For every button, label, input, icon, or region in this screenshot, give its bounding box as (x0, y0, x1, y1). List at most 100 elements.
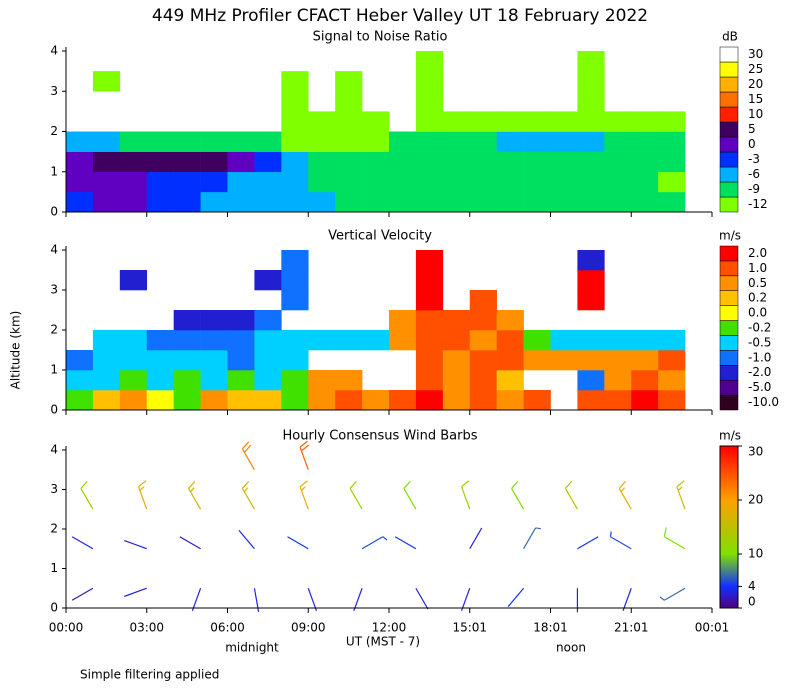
colorbar-box (719, 61, 739, 78)
y-tick-label: 1 (50, 164, 58, 178)
heatmap-cell (335, 370, 363, 391)
heatmap-cell (281, 191, 309, 213)
heatmap-cell (281, 171, 309, 193)
heatmap-cell (362, 171, 390, 193)
heatmap-cell (415, 390, 444, 411)
heatmap-cell (308, 111, 336, 132)
heatmap-cell (119, 270, 148, 291)
heatmap-cell (415, 191, 444, 213)
wind-barb (137, 480, 148, 510)
heatmap-cell (335, 91, 363, 112)
wind-barb (460, 480, 471, 510)
heatmap-cell (119, 390, 148, 411)
heatmap-cell (577, 270, 605, 291)
wind-barb (523, 527, 541, 550)
colorbar-box (719, 91, 739, 108)
heatmap-cell (173, 350, 201, 371)
wind-barb (238, 529, 255, 550)
heatmap-cell (227, 151, 255, 173)
heatmap-cell (92, 71, 121, 92)
heatmap-cell (658, 191, 686, 213)
colorbar-box (719, 305, 739, 321)
heatmap-cell (577, 111, 605, 132)
colorbar-label: 20 (748, 493, 763, 507)
heatmap-cell (146, 330, 174, 351)
heatmap-cell (523, 151, 551, 173)
heatmap-cell (173, 330, 201, 351)
heatmap-cell (308, 131, 336, 152)
heatmap-cell (227, 350, 255, 371)
heatmap-cell (604, 191, 632, 213)
wind-barb (564, 480, 578, 510)
heatmap-cell (173, 310, 201, 331)
colorbar-box (719, 335, 739, 351)
heatmap-cell (604, 330, 632, 351)
heatmap-cell (92, 131, 121, 152)
heatmap-cell (308, 191, 336, 213)
wind-barb (622, 588, 632, 612)
heatmap-cell (335, 131, 363, 152)
y-tick-label: 3 (50, 84, 58, 98)
heatmap-cell (254, 151, 282, 173)
heatmap-cell (227, 131, 255, 152)
x-tick-label: 09:00 (291, 621, 326, 635)
heatmap-cell (523, 191, 551, 213)
heatmap-cell (550, 111, 578, 132)
wind-barb (507, 587, 525, 608)
heatmap-cell (335, 191, 363, 213)
heatmap-cell (442, 171, 471, 193)
heatmap-cell (308, 370, 336, 391)
wind-barb (511, 480, 525, 510)
heatmap-cell (442, 310, 471, 331)
wind-barb (659, 587, 686, 601)
heatmap-cell (362, 191, 390, 213)
heatmap-cell (389, 390, 417, 411)
wind-barb (241, 480, 255, 510)
colorbar-label: 20 (748, 77, 763, 91)
heatmap-cell (496, 171, 524, 193)
heatmap-cell (550, 350, 578, 371)
heatmap-cell (496, 151, 524, 173)
heatmap-cell (442, 370, 471, 391)
heatmap-cell (550, 171, 578, 193)
heatmap-cell (92, 151, 121, 173)
heatmap-cell (281, 330, 309, 351)
wind-barb (123, 587, 147, 598)
heatmap-cell (523, 111, 551, 132)
heatmap-cell (415, 270, 444, 291)
colorbar-box (719, 46, 739, 63)
heatmap-cell (577, 250, 605, 271)
colorbar-label: 2.0 (748, 246, 767, 260)
wind-barb (403, 480, 417, 510)
heatmap-cell (550, 330, 578, 351)
heatmap-cell (362, 151, 390, 173)
colorbar-label: 10 (748, 107, 763, 121)
panel-title: Signal to Noise Ratio (313, 30, 448, 45)
heatmap-cell (227, 390, 255, 411)
heatmap-cell (415, 250, 444, 271)
heatmap-cell (146, 350, 174, 371)
heatmap-cell (389, 191, 417, 213)
heatmap-cell (119, 191, 148, 213)
heatmap-cell (146, 171, 174, 193)
heatmap-cell (335, 111, 363, 132)
colorbar-label: 15 (748, 92, 763, 106)
colorbar-label: 10 (748, 547, 763, 561)
y-tick-label: 4 (50, 44, 58, 58)
heatmap-cell (146, 151, 174, 173)
heatmap-cell (415, 350, 444, 371)
x-tick-label: 18:01 (533, 621, 568, 635)
heatmap-cell (200, 370, 228, 391)
wind-barb (188, 480, 202, 510)
wind-barb (577, 536, 599, 550)
colorbar-box (719, 76, 739, 93)
axis-frame (65, 446, 712, 609)
heatmap-cell (146, 370, 174, 391)
heatmap-cell (227, 370, 255, 391)
colorbar-box (719, 260, 739, 277)
heatmap-cell (254, 191, 282, 213)
wind-barb (299, 480, 309, 510)
heatmap-cell (227, 330, 255, 351)
heatmap-cell (415, 330, 444, 351)
heatmap-cell (442, 330, 471, 351)
